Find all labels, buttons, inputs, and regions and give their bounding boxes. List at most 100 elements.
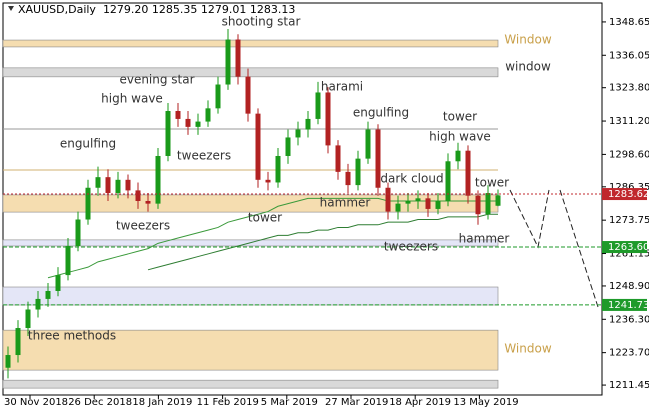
candle-body	[225, 39, 231, 85]
annotation: tower	[475, 176, 509, 190]
candle-body	[445, 161, 451, 201]
annotation: tower	[443, 110, 477, 124]
candle-body	[425, 198, 431, 209]
annotation: tower	[248, 211, 282, 225]
annotation: Window	[504, 33, 552, 47]
candle-body	[95, 177, 101, 188]
annotation: three methods	[28, 329, 116, 343]
chart-title: XAUUSD,Daily 1279.20 1285.35 1279.01 128…	[18, 3, 295, 16]
candle-body	[65, 245, 71, 276]
candle-body	[285, 137, 291, 156]
y-tick-label: 1211.45	[609, 380, 649, 391]
zone	[2, 286, 499, 306]
candle-body	[435, 200, 441, 209]
candle-body	[495, 195, 501, 206]
candle-body	[415, 198, 421, 201]
annotation: tweezers	[384, 240, 438, 254]
y-tick-label: 1223.70	[609, 348, 649, 359]
price-marker-label: 1241.73	[608, 300, 649, 311]
candle-body	[35, 298, 41, 310]
candle-body	[325, 92, 331, 146]
candle-body	[475, 195, 481, 215]
candle-body	[165, 110, 171, 156]
zone	[2, 329, 499, 371]
y-tick-label: 1323.80	[609, 83, 649, 94]
candle-body	[5, 355, 11, 368]
zone	[2, 379, 499, 389]
annotation: shooting star	[222, 15, 301, 29]
candle-body	[295, 129, 301, 138]
candle-body	[55, 275, 61, 291]
candle-body	[45, 290, 51, 299]
candle-body	[195, 121, 201, 127]
y-tick-label: 1311.20	[609, 116, 649, 127]
annotation: tweezers	[177, 149, 231, 163]
candle-body	[355, 158, 361, 186]
candle-body	[335, 145, 341, 172]
price-marker-box	[602, 298, 647, 311]
price-marker-box	[602, 241, 647, 254]
candle-body	[345, 171, 351, 186]
annotation: tweezers	[116, 219, 170, 233]
annotation: high wave	[429, 130, 491, 144]
candle-body	[365, 129, 371, 159]
x-tick-label: 13 May 2019	[453, 397, 518, 408]
y-tick-label: 1336.05	[609, 50, 649, 61]
x-tick-label: 5 Mar 2019	[261, 397, 318, 408]
candle-body	[245, 76, 251, 114]
annotation: hammer	[459, 232, 510, 246]
candle-body	[305, 118, 311, 130]
candle-body	[135, 190, 141, 201]
candle-body	[85, 187, 91, 220]
annotation: evening star	[119, 73, 194, 87]
annotation: engulfing	[60, 137, 116, 151]
candle-body	[115, 179, 121, 194]
price-marker-label: 1283.62	[608, 189, 649, 200]
candle-body	[175, 110, 181, 119]
annotation: window	[505, 60, 551, 74]
y-tick-label: 1248.90	[609, 281, 649, 292]
y-tick-label: 1261.15	[609, 249, 649, 260]
candle-body	[395, 203, 401, 212]
candle-body	[405, 200, 411, 204]
price-marker-box	[602, 188, 647, 201]
candle-body	[75, 219, 81, 246]
zone	[2, 67, 499, 78]
x-tick-label: 18 Apr 2019	[389, 397, 451, 408]
symbol-icon	[8, 6, 14, 11]
candle-body	[25, 309, 31, 329]
x-tick-label: 11 Feb 2019	[197, 397, 259, 408]
y-tick-label: 1236.30	[609, 314, 649, 325]
annotation: high wave	[101, 92, 163, 106]
annotation: Window	[504, 342, 552, 356]
candle-body	[205, 108, 211, 122]
candle-body	[265, 179, 271, 183]
annotation: dark cloud	[380, 172, 443, 186]
candle-body	[315, 92, 321, 119]
y-tick-label: 1273.75	[609, 215, 649, 226]
candle-body	[215, 84, 221, 109]
x-tick-label: 26 Dec 2018	[68, 397, 132, 408]
annotation: engulfing	[353, 106, 409, 120]
y-tick-label: 1286.35	[609, 182, 649, 193]
candle-body	[15, 328, 21, 356]
moving-average	[47, 197, 498, 279]
candle-body	[375, 129, 381, 188]
candle-body	[185, 118, 191, 127]
zone	[2, 39, 499, 48]
x-tick-label: 18 Jan 2019	[132, 397, 192, 408]
candle-body	[145, 200, 151, 204]
annotation: harami	[321, 80, 363, 94]
candle-body	[105, 177, 111, 194]
x-tick-label: 30 Nov 2018	[4, 397, 68, 408]
candle-body	[455, 150, 461, 162]
candle-body	[125, 179, 131, 191]
annotation: hammer	[320, 196, 371, 210]
x-tick-label: 27 Mar 2019	[325, 397, 388, 408]
candle-body	[385, 187, 391, 212]
candle-body	[235, 39, 241, 77]
y-tick-label: 1298.60	[609, 149, 649, 160]
candle-body	[275, 155, 281, 183]
candle-body	[155, 155, 161, 204]
